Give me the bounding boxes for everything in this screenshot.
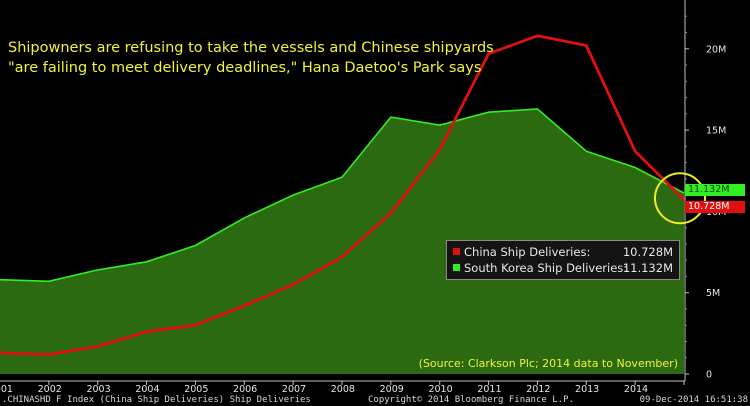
footer-bar: .CHINASHD F Index (China Ship Deliveries… — [0, 394, 750, 406]
x-tick-label: 2001 — [0, 384, 13, 395]
x-tick-label: 2010 — [428, 384, 452, 395]
legend-swatch-china — [453, 248, 460, 255]
legend-value-china: 10.728M — [622, 245, 673, 259]
x-tick-label: 2011 — [477, 384, 501, 395]
x-tick-label: 2005 — [184, 384, 208, 395]
legend-value-korea: 11.132M — [622, 261, 673, 275]
headline-line-2: "are failing to meet delivery deadlines,… — [8, 60, 482, 76]
source-note: (Source: Clarkson Plc; 2014 data to Nove… — [418, 357, 678, 370]
legend-label-korea: South Korea Ship Deliveries — [464, 261, 624, 275]
y-tick-label: 15M — [706, 126, 726, 137]
series-line-south-korea — [0, 108, 685, 283]
last-value-badge-china: 10.728M — [685, 200, 745, 213]
x-tick-label: 2008 — [331, 384, 355, 395]
x-tick-label: 2009 — [380, 384, 404, 395]
x-tick-label: 2003 — [86, 384, 110, 395]
footer-copyright: Copyright© 2014 Bloomberg Finance L.P. — [368, 395, 574, 405]
highlight-circle — [654, 172, 706, 225]
headline-line-1: Shipowners are refusing to take the vess… — [8, 40, 494, 56]
y-tick-label: 5M — [706, 288, 720, 299]
y-tick-label: 0 — [706, 370, 712, 381]
chart-headline: Shipowners are refusing to take the vess… — [8, 38, 494, 78]
legend-item-korea: South Korea Ship Deliveries: 11.132M — [453, 260, 673, 276]
x-tick-label: 2014 — [624, 384, 648, 395]
x-tick-label: 2004 — [135, 384, 159, 395]
footer-ticker: .CHINASHD F Index (China Ship Deliveries… — [2, 395, 311, 405]
x-tick-label: 2007 — [282, 384, 306, 395]
x-tick-label: 2002 — [38, 384, 62, 395]
legend-swatch-korea — [453, 264, 460, 271]
y-tick-label: 20M — [706, 44, 726, 55]
last-value-badge-korea: 11.132M — [685, 183, 745, 196]
series-area-south-korea — [0, 108, 684, 375]
series-line-china — [0, 34, 685, 356]
x-tick-label: 2006 — [233, 384, 257, 395]
chart-legend: China Ship Deliveries: 10.728M South Kor… — [446, 240, 680, 280]
x-tick-label: 2012 — [526, 384, 550, 395]
footer-timestamp: 09-Dec-2014 16:51:38 — [639, 395, 748, 405]
x-tick-label: 2013 — [575, 384, 599, 395]
legend-item-china: China Ship Deliveries: 10.728M — [453, 244, 673, 260]
legend-label-china: China Ship Deliveries — [464, 245, 587, 259]
